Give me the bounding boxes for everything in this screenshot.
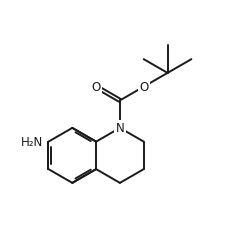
Text: O: O (91, 81, 101, 94)
Text: H₂N: H₂N (21, 136, 44, 148)
Text: N: N (116, 122, 124, 135)
Text: O: O (139, 81, 148, 94)
